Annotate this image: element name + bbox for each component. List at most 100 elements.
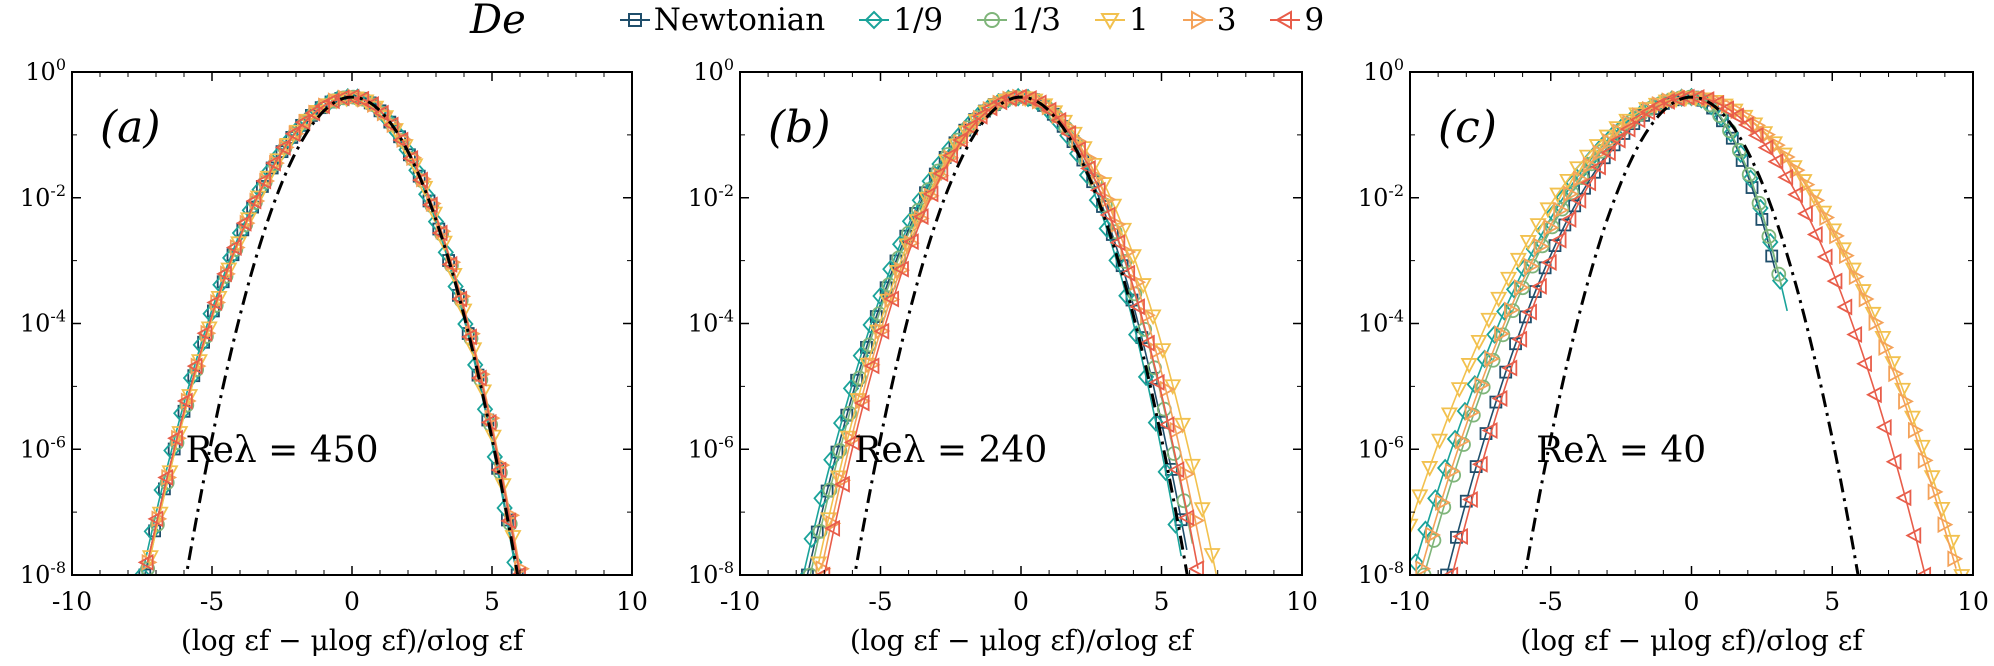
data-point	[1189, 511, 1206, 529]
data-point	[245, 192, 262, 210]
y-tick-exponent: -6	[1388, 432, 1404, 451]
y-tick-base: 10	[688, 184, 719, 212]
data-point	[1629, 111, 1646, 129]
data-point	[1530, 277, 1547, 295]
data-point	[1442, 566, 1459, 575]
data-point	[1501, 359, 1518, 377]
data-point	[1505, 280, 1523, 299]
data-point	[1560, 210, 1577, 228]
data-point	[1573, 170, 1589, 188]
data-point	[832, 443, 848, 458]
data-point	[802, 567, 818, 575]
y-tick-exponent: -8	[50, 558, 66, 577]
y-tick-label: 10-2	[20, 181, 66, 212]
data-point	[1415, 560, 1432, 575]
data-point	[455, 287, 472, 305]
data-point	[1856, 355, 1872, 373]
y-tick-exponent: -6	[50, 432, 66, 451]
data-point	[854, 392, 871, 410]
data-point	[1868, 314, 1885, 332]
data-point	[1907, 421, 1924, 439]
data-point	[1521, 303, 1537, 321]
data-point	[284, 125, 301, 143]
data-point	[1089, 181, 1106, 199]
y-tick-base: 10	[1358, 310, 1389, 338]
x-axis-label: (log εf − μlog εf)/σlog εf	[181, 624, 526, 657]
data-point	[912, 208, 929, 226]
data-point	[1550, 231, 1567, 249]
data-point	[1470, 334, 1488, 351]
data-point	[314, 97, 330, 115]
legend-label: 1	[1129, 2, 1149, 38]
data-point	[1168, 461, 1185, 479]
data-point	[157, 468, 174, 486]
data-point	[1678, 88, 1695, 106]
y-tick-base: 10	[20, 184, 51, 212]
data-point	[1158, 416, 1175, 434]
data-point	[1895, 489, 1912, 507]
data-point	[1485, 352, 1501, 368]
y-tick-label: 100	[25, 55, 66, 86]
data-point	[1071, 132, 1088, 150]
data-point	[1947, 550, 1964, 568]
data-point	[1894, 382, 1912, 399]
data-point	[465, 325, 481, 343]
data-point	[1927, 483, 1944, 501]
x-tick-label: 0	[1013, 587, 1029, 616]
data-point	[1582, 156, 1599, 174]
y-tick-exponent: 0	[724, 55, 734, 74]
x-tick-label: 5	[1154, 587, 1170, 616]
x-tick-label: 0	[344, 587, 360, 616]
data-point	[1484, 350, 1501, 368]
data-point	[1174, 417, 1192, 434]
data-point	[1452, 527, 1468, 545]
data-point	[1511, 330, 1528, 348]
data-point	[1179, 465, 1196, 483]
data-point	[1750, 116, 1767, 134]
panel-label: (a)	[100, 102, 161, 153]
data-point	[1553, 201, 1570, 219]
data-point	[873, 322, 890, 340]
data-point	[1090, 168, 1107, 186]
legend-item-1-9: 1/9	[859, 2, 943, 38]
data-point	[1888, 365, 1905, 383]
data-point	[363, 96, 379, 114]
data-point	[1799, 176, 1816, 194]
data-point	[308, 104, 325, 122]
data-point	[1124, 249, 1142, 266]
data-point	[1137, 367, 1155, 387]
data-point	[1649, 97, 1666, 115]
data-point	[1846, 325, 1863, 344]
data-point	[1081, 149, 1097, 167]
y-tick-exponent: 0	[1394, 55, 1404, 74]
data-point	[1060, 124, 1077, 142]
data-point	[1779, 148, 1796, 166]
y-tick-base: 10	[688, 435, 719, 463]
data-point	[474, 365, 491, 383]
data-point	[1884, 356, 1902, 373]
data-point	[1450, 382, 1468, 399]
y-tick-exponent: -2	[50, 181, 66, 200]
data-point	[1474, 376, 1491, 394]
data-point	[1878, 339, 1895, 357]
data-point	[1735, 154, 1749, 167]
data-point	[942, 147, 959, 165]
data-point	[1549, 187, 1567, 204]
data-point	[902, 233, 919, 251]
data-point	[1874, 330, 1892, 347]
data-point	[1440, 568, 1453, 575]
series-line	[146, 96, 518, 569]
y-tick-base: 10	[1358, 561, 1389, 589]
data-point	[353, 90, 370, 108]
y-tick-base: 10	[20, 561, 51, 589]
data-point	[1128, 325, 1145, 344]
data-point	[1639, 103, 1656, 121]
data-point	[278, 138, 295, 156]
data-point	[972, 109, 989, 127]
x-tick-label: 5	[1824, 587, 1840, 616]
x-tick-label: -10	[52, 587, 92, 616]
y-tick-exponent: -4	[50, 307, 66, 326]
x-tick-label: 10	[1957, 587, 1989, 616]
data-point	[1760, 126, 1776, 144]
